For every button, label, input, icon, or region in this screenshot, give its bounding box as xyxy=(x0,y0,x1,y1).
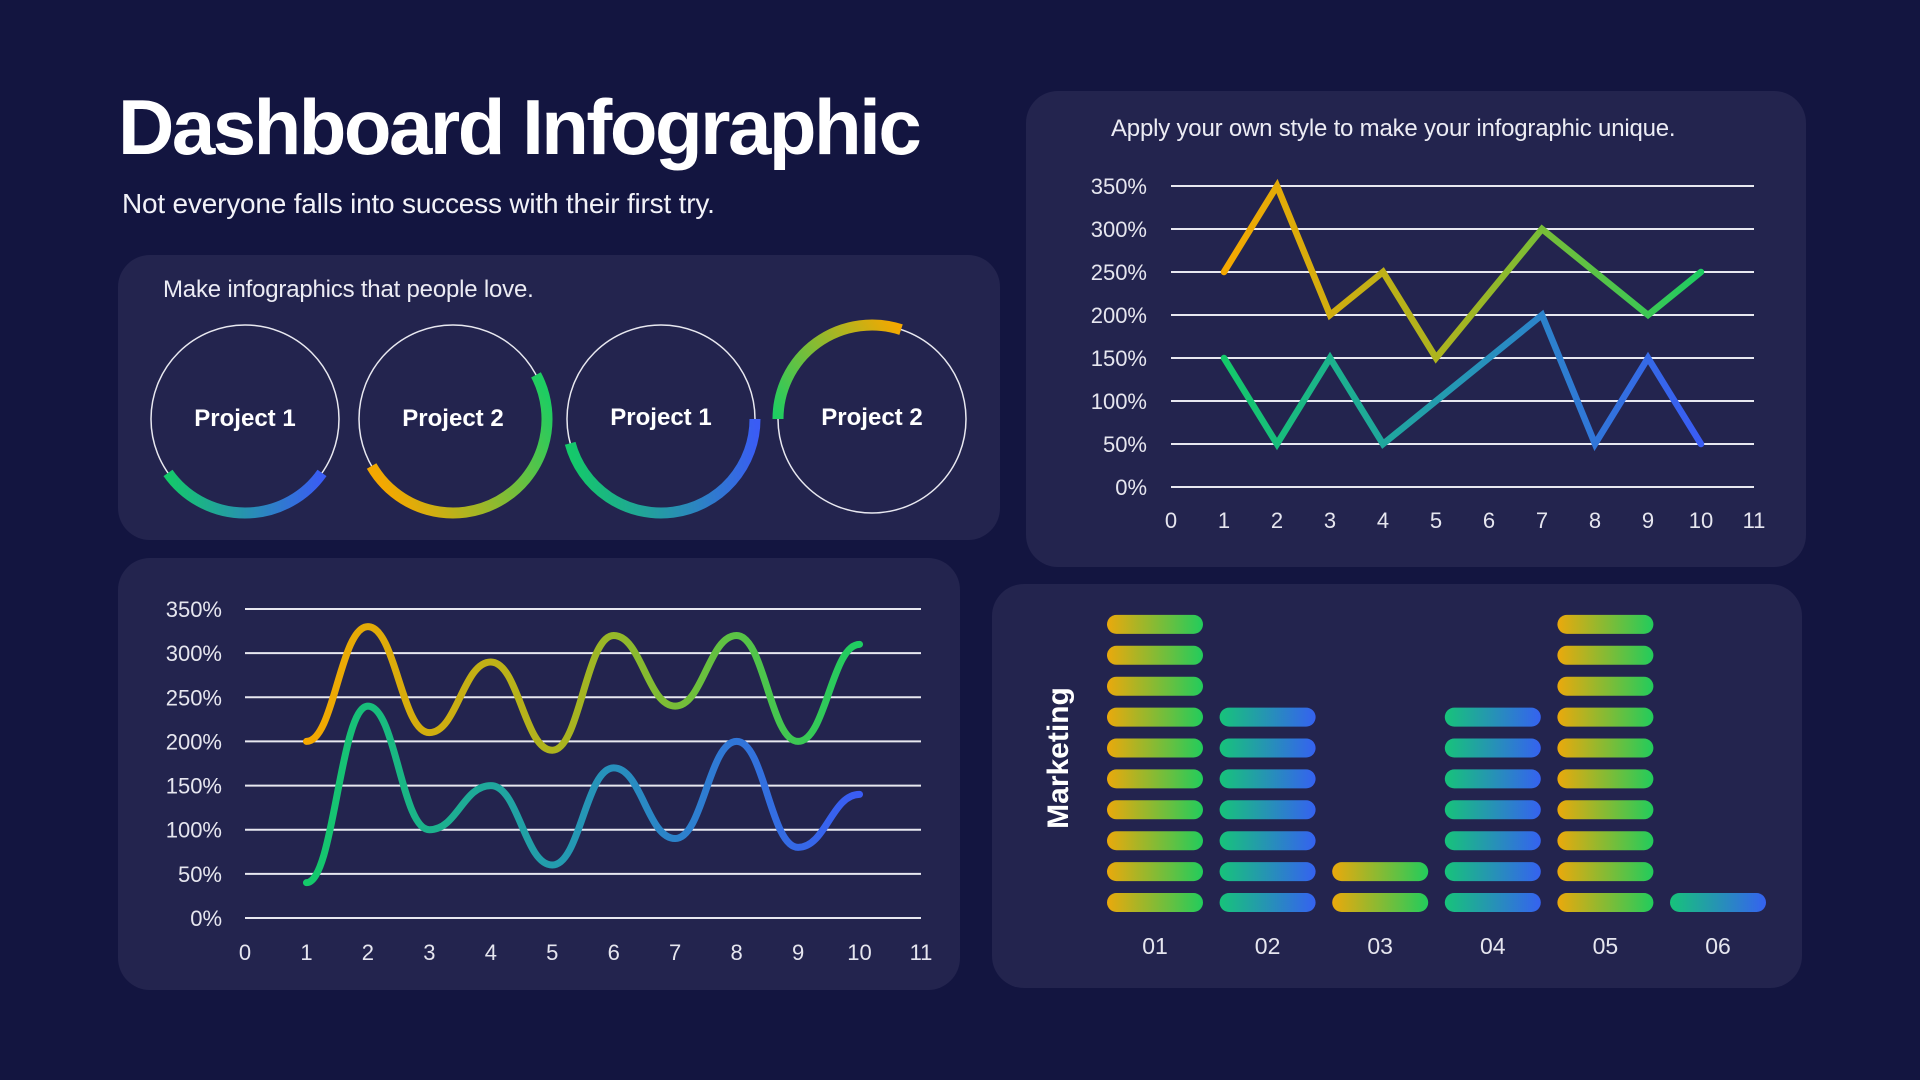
project-ring-label-1: Project 1 xyxy=(194,405,296,432)
bar-chart-axis-label: Marketing xyxy=(1042,687,1075,829)
curve-chart-panel xyxy=(118,558,960,990)
page-subtitle: Not everyone falls into success with the… xyxy=(122,188,715,219)
line-chart-caption: Apply your own style to make your infogr… xyxy=(1111,115,1676,142)
project-ring-label-4: Project 2 xyxy=(821,404,923,431)
projects-caption: Make infographics that people love. xyxy=(163,276,534,303)
page-title: Dashboard Infographic xyxy=(118,83,922,171)
project-ring-label-2: Project 2 xyxy=(402,405,504,432)
line-chart-panel: Apply your own style to make your infogr… xyxy=(1026,91,1806,567)
projects-panel: Make infographics that people love. xyxy=(118,255,1000,540)
project-ring-label-3: Project 1 xyxy=(610,404,712,431)
bar-chart-panel xyxy=(992,584,1802,988)
